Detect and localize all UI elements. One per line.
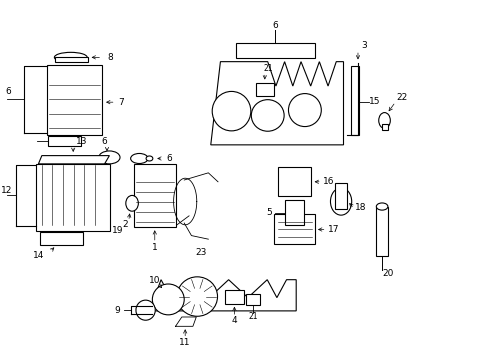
Text: 6: 6 xyxy=(5,86,11,95)
Text: 8: 8 xyxy=(107,53,113,62)
Bar xyxy=(376,207,387,256)
Ellipse shape xyxy=(288,94,321,127)
Text: 3: 3 xyxy=(360,41,366,50)
Text: 4: 4 xyxy=(231,316,237,325)
Text: 11: 11 xyxy=(179,338,190,347)
Text: 21: 21 xyxy=(264,64,273,73)
Bar xyxy=(48,136,81,146)
Text: 14: 14 xyxy=(33,251,44,260)
Text: 21: 21 xyxy=(248,312,258,321)
Ellipse shape xyxy=(177,277,217,316)
Bar xyxy=(225,290,243,304)
Bar xyxy=(41,231,82,245)
Text: 18: 18 xyxy=(354,203,366,212)
Text: 12: 12 xyxy=(1,186,12,195)
Bar xyxy=(255,83,273,96)
Ellipse shape xyxy=(378,113,389,129)
Polygon shape xyxy=(149,280,296,311)
Bar xyxy=(46,65,102,135)
Text: 2: 2 xyxy=(122,220,128,229)
Text: 16: 16 xyxy=(323,177,334,186)
Bar xyxy=(350,66,359,135)
Text: 13: 13 xyxy=(76,137,87,146)
Text: 15: 15 xyxy=(368,97,380,106)
Polygon shape xyxy=(39,156,109,164)
Text: 10: 10 xyxy=(148,276,160,285)
Text: 9: 9 xyxy=(115,306,120,315)
Ellipse shape xyxy=(152,284,184,315)
Ellipse shape xyxy=(125,195,138,211)
Polygon shape xyxy=(210,62,343,145)
Ellipse shape xyxy=(251,100,284,131)
Ellipse shape xyxy=(130,153,148,163)
Text: 1: 1 xyxy=(152,243,157,252)
Text: 23: 23 xyxy=(195,248,206,257)
Bar xyxy=(273,215,314,244)
Ellipse shape xyxy=(99,151,120,164)
Ellipse shape xyxy=(330,188,351,215)
Bar xyxy=(236,43,314,58)
Bar xyxy=(55,57,87,62)
Text: 6: 6 xyxy=(166,154,172,163)
Bar xyxy=(245,294,260,305)
Ellipse shape xyxy=(136,300,155,320)
Bar xyxy=(278,167,310,196)
Ellipse shape xyxy=(376,203,387,210)
Text: 7: 7 xyxy=(119,98,124,107)
Ellipse shape xyxy=(54,52,87,62)
Bar xyxy=(334,183,346,210)
Text: 5: 5 xyxy=(265,208,271,217)
Text: 6: 6 xyxy=(272,21,278,30)
Text: 20: 20 xyxy=(382,269,393,278)
Text: 17: 17 xyxy=(327,225,339,234)
Text: 19: 19 xyxy=(112,226,123,235)
Bar xyxy=(133,163,176,227)
Ellipse shape xyxy=(212,91,250,131)
Text: 22: 22 xyxy=(396,93,407,102)
Text: 6: 6 xyxy=(102,137,107,146)
Bar xyxy=(284,201,304,225)
Ellipse shape xyxy=(146,156,153,161)
Bar xyxy=(381,125,387,130)
Bar xyxy=(36,163,110,231)
